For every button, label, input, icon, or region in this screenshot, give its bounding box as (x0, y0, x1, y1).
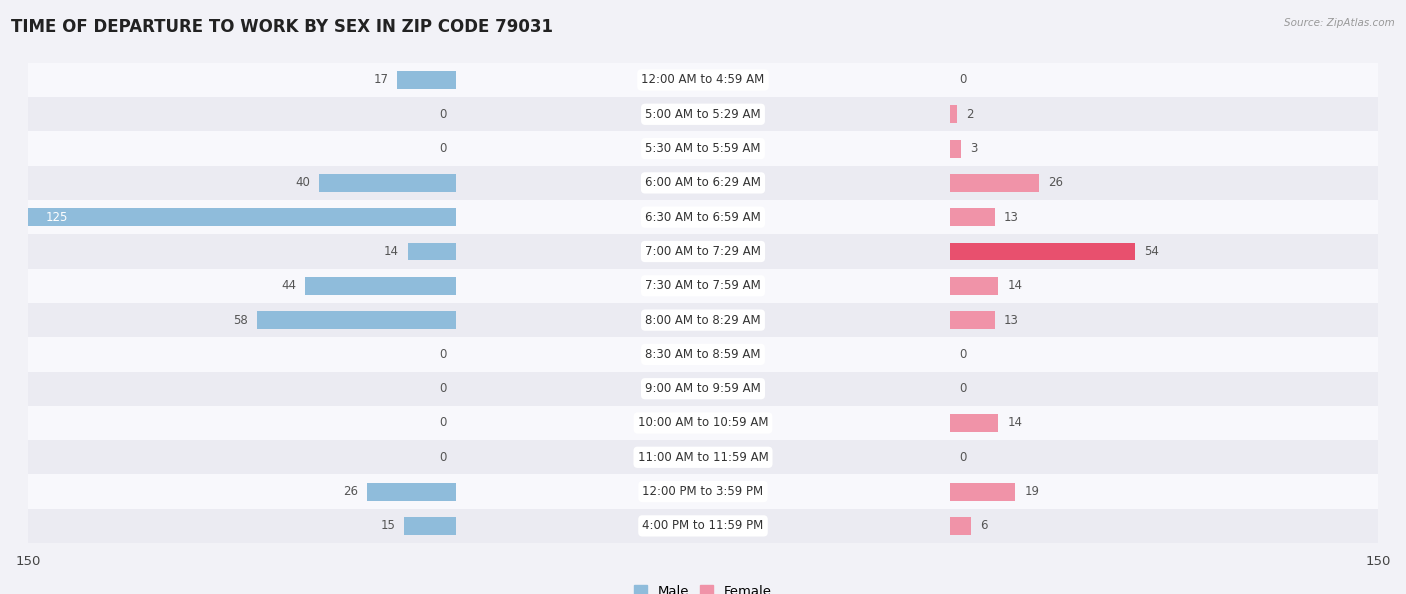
Bar (0, 371, 1406, 406)
Text: 40: 40 (295, 176, 309, 189)
Bar (0, 440, 1406, 475)
Text: 6: 6 (980, 519, 987, 532)
Text: 0: 0 (439, 348, 447, 361)
Text: 15: 15 (381, 519, 395, 532)
Bar (0, 97, 1406, 131)
Bar (950, 140, 960, 157)
Text: 54: 54 (1144, 245, 1159, 258)
Bar (0, 303, 1406, 337)
Text: 7:30 AM to 7:59 AM: 7:30 AM to 7:59 AM (645, 279, 761, 292)
Text: 0: 0 (439, 451, 447, 464)
Text: 2: 2 (966, 108, 974, 121)
Text: 5:30 AM to 5:59 AM: 5:30 AM to 5:59 AM (645, 142, 761, 155)
Text: TIME OF DEPARTURE TO WORK BY SEX IN ZIP CODE 79031: TIME OF DEPARTURE TO WORK BY SEX IN ZIP … (11, 18, 553, 36)
Text: 125: 125 (46, 211, 69, 224)
Bar (0, 200, 1406, 235)
Text: 14: 14 (1007, 416, 1022, 429)
Bar (0, 337, 1406, 371)
Text: 14: 14 (1007, 279, 1022, 292)
Text: 11:00 AM to 11:59 AM: 11:00 AM to 11:59 AM (638, 451, 768, 464)
Bar (0, 406, 1406, 440)
Text: 5:00 AM to 5:29 AM: 5:00 AM to 5:29 AM (645, 108, 761, 121)
Text: 8:30 AM to 8:59 AM: 8:30 AM to 8:59 AM (645, 348, 761, 361)
Bar (0, 131, 1406, 166)
Text: 7:00 AM to 7:29 AM: 7:00 AM to 7:29 AM (645, 245, 761, 258)
Bar (950, 208, 995, 226)
Text: 12:00 AM to 4:59 AM: 12:00 AM to 4:59 AM (641, 74, 765, 87)
Text: 0: 0 (439, 108, 447, 121)
Text: 6:30 AM to 6:59 AM: 6:30 AM to 6:59 AM (645, 211, 761, 224)
Bar (950, 242, 1135, 260)
Text: 14: 14 (384, 245, 399, 258)
Text: 0: 0 (959, 451, 967, 464)
Bar (408, 242, 456, 260)
Bar (0, 235, 1406, 268)
Text: 8:00 AM to 8:29 AM: 8:00 AM to 8:29 AM (645, 314, 761, 327)
Text: 0: 0 (959, 382, 967, 395)
Bar (950, 311, 995, 329)
Text: 13: 13 (1004, 314, 1019, 327)
Bar (950, 483, 1015, 501)
Text: 19: 19 (1025, 485, 1039, 498)
Text: 26: 26 (343, 485, 357, 498)
Text: 3: 3 (970, 142, 977, 155)
Text: 44: 44 (281, 279, 297, 292)
Bar (0, 268, 1406, 303)
Text: 58: 58 (233, 314, 249, 327)
Bar (950, 277, 998, 295)
Text: 0: 0 (959, 348, 967, 361)
Bar (950, 517, 972, 535)
Text: 0: 0 (439, 142, 447, 155)
Bar (257, 311, 456, 329)
Text: 6:00 AM to 6:29 AM: 6:00 AM to 6:29 AM (645, 176, 761, 189)
Text: 17: 17 (374, 74, 388, 87)
Text: 10:00 AM to 10:59 AM: 10:00 AM to 10:59 AM (638, 416, 768, 429)
Bar (398, 71, 456, 89)
Text: 13: 13 (1004, 211, 1019, 224)
Text: Source: ZipAtlas.com: Source: ZipAtlas.com (1284, 18, 1395, 28)
Text: 0: 0 (439, 416, 447, 429)
Text: 12:00 PM to 3:59 PM: 12:00 PM to 3:59 PM (643, 485, 763, 498)
Bar (950, 174, 1039, 192)
Bar (950, 414, 998, 432)
Bar (305, 277, 456, 295)
Bar (950, 242, 1135, 260)
Bar (367, 483, 456, 501)
Bar (319, 174, 456, 192)
Legend: Male, Female: Male, Female (628, 580, 778, 594)
Text: 0: 0 (959, 74, 967, 87)
Bar (0, 475, 1406, 508)
Text: 4:00 PM to 11:59 PM: 4:00 PM to 11:59 PM (643, 519, 763, 532)
Text: 9:00 AM to 9:59 AM: 9:00 AM to 9:59 AM (645, 382, 761, 395)
Bar (0, 63, 1406, 97)
Bar (28, 208, 456, 226)
Bar (0, 508, 1406, 543)
Text: 0: 0 (439, 382, 447, 395)
Bar (0, 166, 1406, 200)
Bar (950, 105, 957, 123)
Text: 26: 26 (1049, 176, 1063, 189)
Bar (405, 517, 456, 535)
